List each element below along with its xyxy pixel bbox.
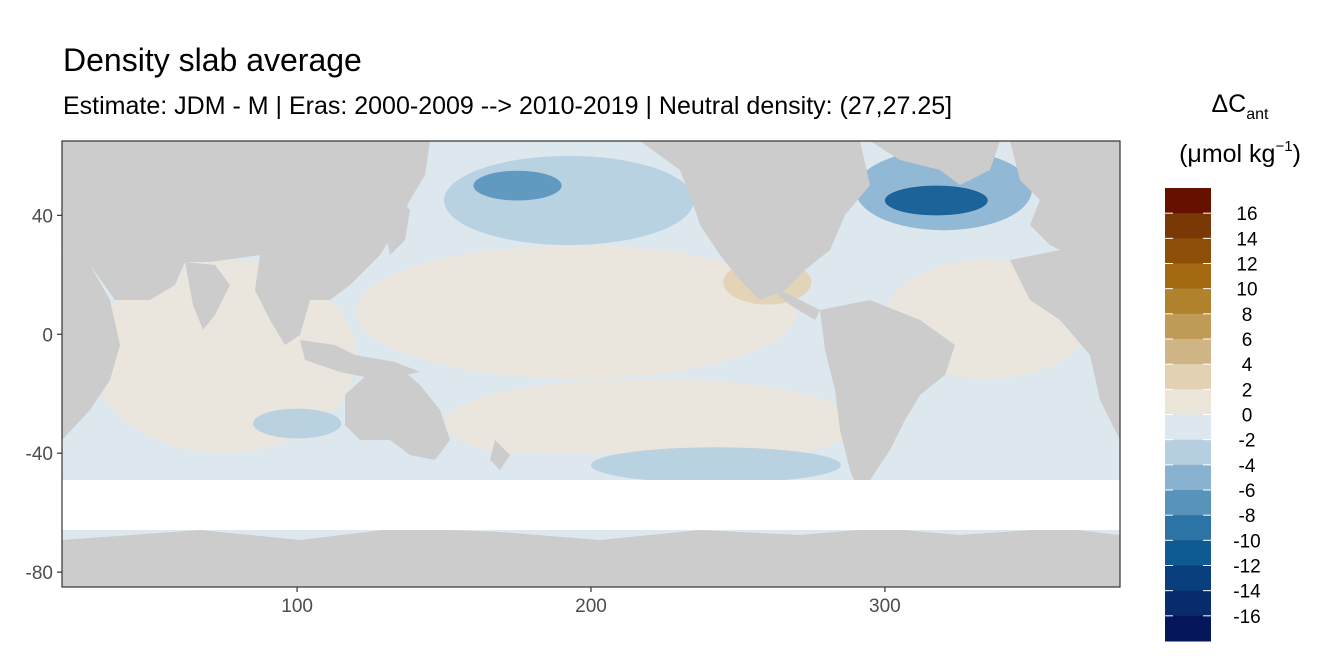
region-tropical-pacific	[355, 245, 797, 379]
legend-swatch	[1165, 288, 1211, 315]
legend-label: 0	[1242, 406, 1253, 427]
legend-swatch	[1165, 515, 1211, 541]
legend-label: 2	[1242, 380, 1253, 401]
legend-label: 12	[1236, 255, 1257, 276]
legend-swatch	[1165, 414, 1211, 441]
land-eurasia-west	[62, 141, 430, 300]
x-tick-label: 200	[575, 596, 607, 617]
land-south-america	[820, 300, 955, 495]
region-labrador-core	[884, 185, 988, 216]
legend-label: -6	[1239, 481, 1256, 502]
y-tick-label: -80	[26, 563, 53, 584]
legend-swatch	[1165, 439, 1211, 466]
legend-label: -2	[1239, 431, 1256, 452]
legend-label: 14	[1236, 229, 1258, 250]
land-indonesia	[300, 340, 420, 380]
land-europe-right	[1010, 141, 1120, 260]
y-tick-label: 0	[42, 325, 53, 346]
legend-colorbar	[1165, 188, 1211, 642]
legend-swatch	[1165, 464, 1211, 491]
legend-swatch	[1165, 213, 1211, 239]
legend-swatch	[1165, 364, 1211, 390]
x-tick-label: 300	[869, 596, 901, 617]
land-africa-right	[1010, 245, 1120, 440]
legend-label: -14	[1233, 582, 1261, 603]
legend: ΔCant (μmol kg−1) 16 14 12 10 8 6 4 2 0 -2 -4 -6 -8 -…	[1165, 90, 1301, 642]
legend-unit: (μmol kg−1)	[1179, 138, 1301, 168]
legend-swatch	[1165, 339, 1211, 365]
region-north-pacific	[444, 155, 694, 246]
legend-swatch	[1165, 313, 1211, 340]
legend-labels: 16 14 12 10 8 6 4 2 0 -2 -4 -6 -8 -10 -12 -14 -16	[1233, 204, 1261, 628]
legend-label: 10	[1236, 280, 1257, 301]
land-north-america	[640, 141, 870, 300]
chart-subtitle: Estimate: JDM - M | Eras: 2000-2009 --> …	[63, 92, 953, 120]
land-greenland	[870, 141, 1000, 185]
legend-label: -10	[1233, 531, 1260, 552]
legend-label: -12	[1233, 557, 1260, 578]
land-india	[185, 262, 230, 330]
x-tick-label: 100	[281, 596, 313, 617]
legend-swatch	[1165, 490, 1211, 516]
land-madagascar	[70, 380, 84, 420]
chart-title: Density slab average	[63, 42, 362, 78]
land-se-asia	[255, 255, 310, 345]
y-tick-label: 40	[32, 206, 53, 227]
land-japan	[385, 195, 410, 255]
legend-label: -4	[1239, 456, 1256, 477]
land-antarctica	[62, 540, 1120, 587]
legend-swatch	[1165, 188, 1211, 214]
legend-title: ΔCant	[1211, 90, 1269, 123]
land-central-america	[760, 280, 820, 320]
legend-label: -16	[1233, 607, 1260, 628]
legend-swatch	[1165, 615, 1211, 642]
legend-label: 6	[1242, 330, 1253, 351]
land-layer	[62, 141, 1120, 587]
region-subtropical-south-pacific	[444, 378, 856, 469]
legend-swatch	[1165, 238, 1211, 264]
legend-label: -8	[1239, 506, 1256, 527]
region-south-pacific-patch	[591, 447, 841, 483]
land-new-zealand	[490, 440, 510, 470]
land-antarctica-edge	[62, 528, 1120, 545]
legend-swatch	[1165, 263, 1211, 290]
nodata-band	[62, 480, 1120, 530]
y-tick-label: -40	[26, 444, 53, 465]
legend-swatch	[1165, 389, 1211, 415]
legend-label: 8	[1242, 305, 1253, 326]
legend-swatch	[1165, 565, 1211, 592]
legend-label: 16	[1236, 204, 1257, 225]
land-australia	[345, 372, 450, 460]
legend-swatch	[1165, 540, 1211, 566]
legend-label: 4	[1242, 355, 1253, 376]
legend-swatch	[1165, 590, 1211, 617]
region-south-indian-patch	[253, 408, 342, 439]
region-north-pacific-core	[473, 170, 562, 201]
